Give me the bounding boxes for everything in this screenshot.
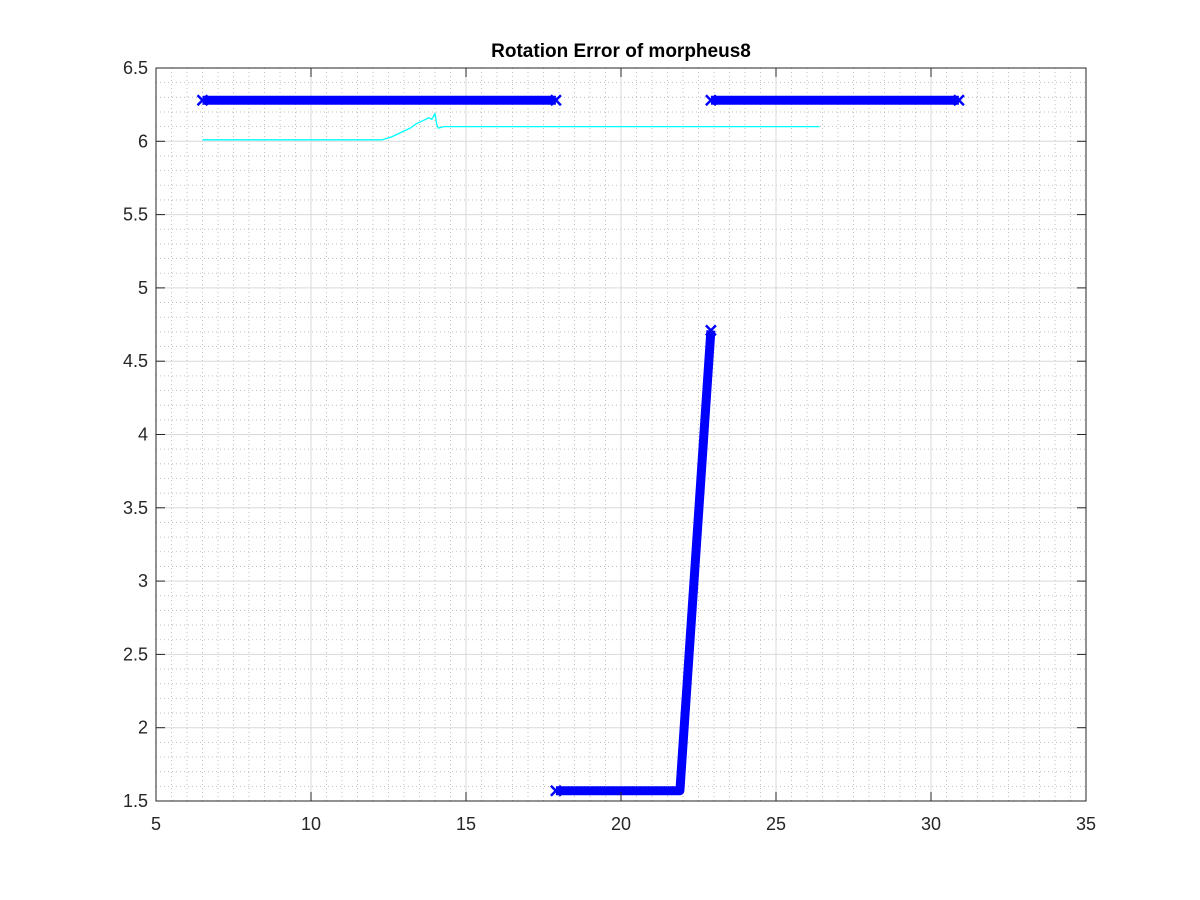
x-tick-label: 25 bbox=[766, 814, 786, 834]
y-tick-label: 5 bbox=[138, 278, 148, 298]
chart-title: Rotation Error of morpheus8 bbox=[491, 41, 751, 62]
x-tick-label: 30 bbox=[921, 814, 941, 834]
series-2 bbox=[202, 112, 820, 141]
series-1-marker bbox=[953, 94, 965, 107]
series-1-marker bbox=[705, 324, 717, 337]
x-tick-label: 15 bbox=[456, 814, 476, 834]
x-tick-label: 20 bbox=[611, 814, 631, 834]
y-tick-label: 5.5 bbox=[123, 205, 148, 225]
series-1-marker bbox=[550, 784, 562, 797]
y-tick-labels: 1.5 2 2.5 3 3.5 4 4.5 5 5.5 6 6.5 bbox=[123, 58, 148, 811]
x-tick-label: 5 bbox=[151, 814, 161, 834]
x-tick-label: 35 bbox=[1076, 814, 1096, 834]
ticks bbox=[155, 67, 1087, 802]
y-tick-label: 4.5 bbox=[123, 351, 148, 371]
series-1 bbox=[196, 94, 965, 797]
y-tick-label: 6 bbox=[138, 131, 148, 151]
series-layer bbox=[196, 94, 965, 797]
x-tick-labels: 5 10 15 20 25 30 35 bbox=[151, 814, 1096, 834]
x-tick-label: 10 bbox=[301, 814, 321, 834]
series-1-marker bbox=[705, 94, 717, 107]
y-tick-label: 1.5 bbox=[123, 791, 148, 811]
y-tick-label: 3 bbox=[138, 571, 148, 591]
series-1-segment-2 bbox=[555, 330, 716, 796]
series-2-segment-1 bbox=[202, 112, 820, 141]
y-tick-label: 2 bbox=[138, 718, 148, 738]
y-tick-label: 6.5 bbox=[123, 58, 148, 78]
y-tick-label: 2.5 bbox=[123, 644, 148, 664]
series-1-marker bbox=[196, 94, 209, 107]
series-1-marker bbox=[550, 94, 562, 107]
y-tick-label: 3.5 bbox=[123, 498, 148, 518]
y-tick-label: 4 bbox=[138, 425, 148, 445]
